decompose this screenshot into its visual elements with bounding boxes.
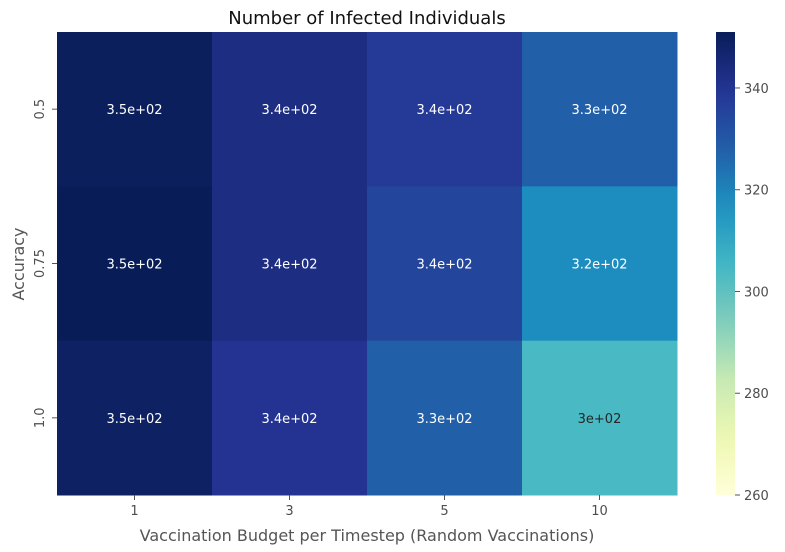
colorbar <box>716 32 735 495</box>
chart-title: Number of Infected Individuals <box>228 8 505 29</box>
x-tick-label: 3 <box>285 504 293 519</box>
colorbar-ticks: 260 280 300 320 340 <box>735 82 769 504</box>
heatmap-cell <box>57 32 213 187</box>
cell-value-label: 3.5e+02 <box>106 412 162 427</box>
colorbar-tick-label: 280 <box>744 387 769 402</box>
cell-value-label: 3.5e+02 <box>106 103 162 118</box>
x-axis-label: Vaccination Budget per Timestep (Random … <box>140 526 595 545</box>
cell-value-label: 3e+02 <box>578 412 622 427</box>
cell-value-label: 3.2e+02 <box>571 258 627 273</box>
heatmap-cell <box>367 32 523 187</box>
colorbar-tick-label: 320 <box>744 184 769 199</box>
colorbar-tick-label: 260 <box>744 489 769 504</box>
colorbar-tick-label: 300 <box>744 285 769 300</box>
colorbar-tick-label: 340 <box>744 82 769 97</box>
cell-value-label: 3.5e+02 <box>106 258 162 273</box>
cell-value-label: 3.3e+02 <box>571 103 627 118</box>
heatmap-cell <box>57 340 213 496</box>
x-tick-label: 1 <box>130 504 138 519</box>
heatmap-cells: 3.5e+02 3.4e+02 3.4e+02 3.3e+02 3.5e+02 3.4e+… <box>57 32 678 496</box>
heatmap-cell <box>522 186 678 342</box>
heatmap-cell <box>212 32 368 187</box>
y-tick-label: 0.5 <box>33 99 48 120</box>
heatmap-cell <box>212 186 368 342</box>
heatmap-cell <box>57 186 213 342</box>
x-axis-ticks: 1 3 5 10 <box>130 495 608 519</box>
x-tick-label: 10 <box>591 504 608 519</box>
cell-value-label: 3.4e+02 <box>416 103 472 118</box>
y-axis-ticks: 0.5 0.75 1.0 <box>33 99 57 428</box>
y-tick-label: 0.75 <box>33 249 48 278</box>
cell-value-label: 3.4e+02 <box>261 258 317 273</box>
cell-value-label: 3.3e+02 <box>416 412 472 427</box>
cell-value-label: 3.4e+02 <box>261 412 317 427</box>
y-tick-label: 1.0 <box>33 407 48 428</box>
heatmap-cell <box>367 340 523 496</box>
heatmap-cell <box>522 340 678 496</box>
cell-value-label: 3.4e+02 <box>416 258 472 273</box>
heatmap-cell <box>367 186 523 342</box>
x-tick-label: 5 <box>440 504 448 519</box>
y-axis-label: Accuracy <box>9 227 28 300</box>
heatmap-cell <box>522 32 678 187</box>
cell-value-label: 3.4e+02 <box>261 103 317 118</box>
heatmap-cell <box>212 340 368 496</box>
